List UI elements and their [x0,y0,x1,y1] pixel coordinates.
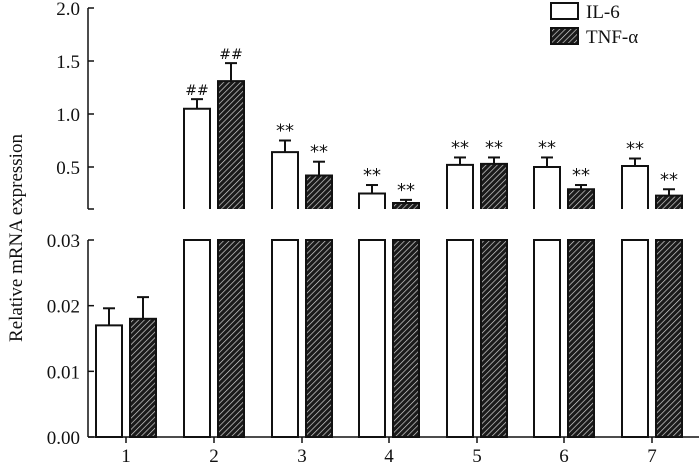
x-tick-label: 2 [209,446,219,467]
bar-upper-IL-6 [271,151,299,209]
legend-swatch-il6 [550,2,579,20]
significance-marker: ** [276,121,294,142]
bar-lower-TNF-α [305,239,333,438]
upper-tick-label: 1.0 [56,105,80,126]
bar-lower-IL-6 [183,239,211,438]
lower-tick-label: 0.03 [47,231,80,252]
significance-marker: ** [310,142,328,163]
lower-tick-label: 0.02 [47,297,80,318]
x-tick-label: 1 [121,446,131,467]
bar-lower-IL-6 [271,239,299,438]
significance-marker: ** [451,137,469,158]
bar-upper-TNF-α [567,188,595,209]
upper-tick-label: 2.0 [56,0,80,20]
bar-lower-TNF-α [392,239,420,438]
bar-upper-TNF-α [655,194,683,209]
bar-upper-IL-6 [533,166,561,209]
significance-marker: ** [538,137,556,158]
significance-marker: ## [219,47,242,63]
x-tick-label: 6 [559,446,569,467]
bar-lower-IL-6 [358,239,386,438]
significance-marker: ** [363,165,381,186]
x-tick-label: 4 [384,446,394,467]
x-tick-label: 7 [647,446,657,467]
bar-lower-IL-6 [533,239,561,438]
upper-tick-label: 0.5 [56,158,80,179]
legend-swatch-tnf [550,27,579,45]
significance-marker: ** [660,169,678,190]
bar-upper-TNF-α [305,174,333,209]
bar-TNF-α [129,317,157,438]
bar-lower-TNF-α [480,239,508,438]
bar-upper-TNF-α [480,162,508,209]
bar-upper-IL-6 [358,192,386,209]
x-tick-label: 3 [297,446,307,467]
significance-marker: ** [572,165,590,186]
significance-marker: ** [397,180,415,201]
bar-upper-TNF-α [217,80,245,209]
bar-upper-TNF-α [392,202,420,209]
bar-lower-IL-6 [621,239,649,438]
bar-upper-IL-6 [446,163,474,209]
bar-lower-IL-6 [446,239,474,438]
legend-label-il6: IL-6 [586,2,620,23]
significance-marker: ** [626,139,644,160]
x-tick-label: 5 [472,446,482,467]
upper-tick-label: 1.5 [56,52,80,73]
significance-marker: ** [485,137,503,158]
bar-upper-IL-6 [621,164,649,209]
bar-IL-6 [95,324,123,438]
legend-label-tnf: TNF-α [586,27,638,48]
lower-tick-label: 0.01 [47,362,80,383]
bar-lower-TNF-α [217,239,245,438]
significance-marker: ## [185,83,208,99]
lower-tick-label: 0.00 [47,428,80,449]
y-axis-label: Relative mRNA expression [6,134,27,342]
bar-lower-TNF-α [567,239,595,438]
bar-lower-TNF-α [655,239,683,438]
bar-upper-IL-6 [183,107,211,209]
